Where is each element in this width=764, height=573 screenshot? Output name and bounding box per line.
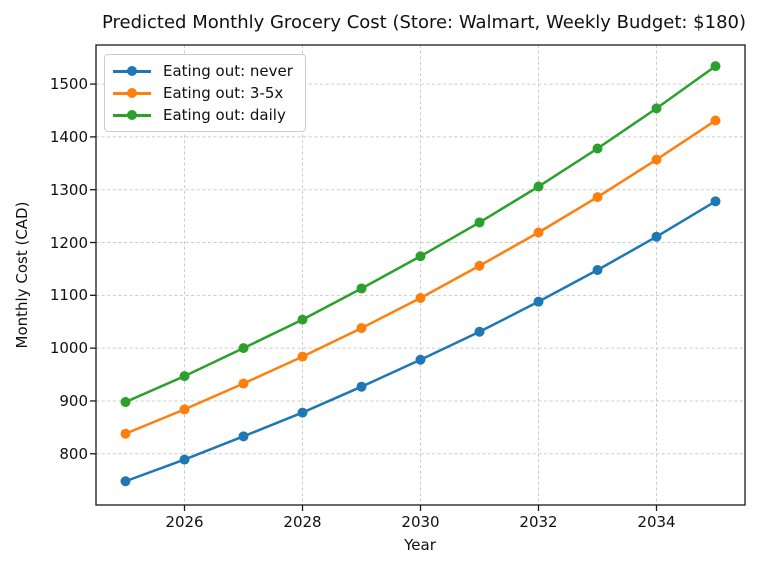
data-point bbox=[415, 251, 426, 262]
data-point bbox=[297, 407, 308, 418]
data-point bbox=[356, 323, 367, 334]
data-point bbox=[238, 343, 249, 354]
data-point bbox=[297, 314, 308, 325]
data-point bbox=[474, 217, 485, 228]
data-point bbox=[474, 326, 485, 337]
data-point bbox=[356, 283, 367, 294]
data-point bbox=[179, 454, 190, 465]
y-tick-label: 1200 bbox=[49, 233, 88, 252]
data-point bbox=[592, 264, 603, 275]
legend-label: Eating out: daily bbox=[163, 106, 286, 124]
legend-label: Eating out: never bbox=[163, 62, 293, 80]
data-point bbox=[179, 404, 190, 415]
chart-title: Predicted Monthly Grocery Cost (Store: W… bbox=[101, 12, 747, 33]
legend-label: Eating out: 3-5x bbox=[163, 84, 284, 102]
data-point bbox=[238, 431, 249, 442]
x-tick-label: 2028 bbox=[283, 513, 322, 531]
y-tick-label: 1300 bbox=[49, 180, 88, 199]
y-tick-label: 900 bbox=[59, 391, 88, 410]
data-point bbox=[238, 378, 249, 389]
x-tick-label: 2034 bbox=[637, 513, 676, 531]
x-tick-label: 2026 bbox=[165, 513, 204, 531]
data-point bbox=[592, 192, 603, 203]
legend-item: Eating out: never bbox=[113, 61, 295, 81]
legend-line-marker-icon bbox=[113, 64, 151, 78]
data-point bbox=[533, 296, 544, 307]
data-point bbox=[651, 103, 662, 114]
y-tick-label: 800 bbox=[59, 444, 88, 463]
data-point bbox=[710, 115, 721, 126]
legend: Eating out: never Eating out: 3-5x Eating … bbox=[104, 54, 306, 132]
x-tick-label: 2030 bbox=[401, 513, 440, 531]
data-point bbox=[533, 181, 544, 192]
legend-item: Eating out: 3-5x bbox=[113, 83, 295, 103]
data-point bbox=[533, 227, 544, 238]
data-point bbox=[356, 381, 367, 392]
data-point bbox=[120, 476, 131, 487]
legend-line-marker-icon bbox=[113, 86, 151, 100]
data-point bbox=[297, 351, 308, 362]
x-axis-label: Year bbox=[404, 536, 436, 554]
legend-line-marker-icon bbox=[113, 108, 151, 122]
data-point bbox=[651, 154, 662, 165]
data-point bbox=[710, 196, 721, 207]
data-point bbox=[120, 397, 131, 408]
data-point bbox=[592, 143, 603, 154]
data-point bbox=[710, 61, 721, 72]
y-tick-label: 1100 bbox=[49, 286, 88, 305]
data-point bbox=[415, 354, 426, 365]
y-tick-label: 1000 bbox=[49, 339, 88, 358]
x-tick-label: 2032 bbox=[519, 513, 558, 531]
data-point bbox=[474, 260, 485, 271]
legend-item: Eating out: daily bbox=[113, 105, 295, 125]
data-point bbox=[651, 231, 662, 242]
data-point bbox=[120, 428, 131, 439]
data-point bbox=[179, 371, 190, 382]
data-point bbox=[415, 292, 426, 303]
y-tick-label: 1400 bbox=[49, 127, 88, 146]
y-tick-label: 1500 bbox=[49, 75, 88, 94]
